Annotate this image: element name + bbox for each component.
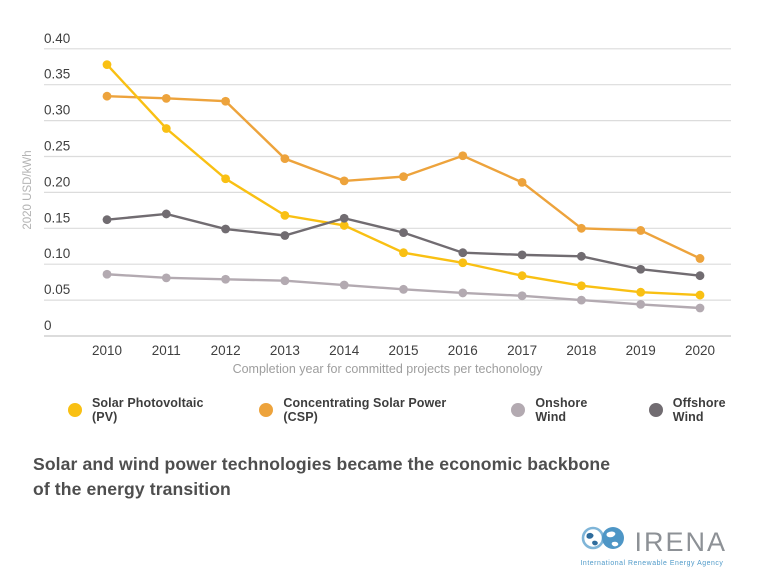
data-point [577,223,586,233]
y-tick-label: 0.15 [44,210,70,225]
cost-trend-line-chart: 0.40 0.35 0.30 0.25 0.20 0.15 0.10 0.05 0 2010 201… [22,31,731,376]
legend-dot-icon [511,403,526,417]
data-point [102,60,112,69]
data-point [102,269,112,279]
data-point [339,213,349,223]
data-point [339,280,349,290]
x-axis-title: Completion year for committed projects p… [233,362,544,376]
x-tick-label: 2019 [626,343,656,358]
data-point [577,251,586,261]
data-point [161,124,171,133]
data-point [399,248,408,258]
data-point [695,303,705,313]
x-tick-label: 2014 [329,343,360,358]
legend-label: Offshore Wind [672,396,726,424]
data-point [695,254,705,263]
y-tick-label: 0.35 [44,67,70,82]
headline: Solar and wind power technologies became… [33,452,713,502]
x-tick-label: 2015 [388,343,418,358]
data-point [280,276,290,286]
data-point [399,172,408,182]
legend-dot-icon [68,403,82,417]
data-point [221,274,231,284]
y-tick-label: 0.25 [44,139,70,154]
legend-item: Solar Photovoltaic (PV) [68,396,232,424]
data-point [339,176,349,186]
y-tick-label: 0.40 [44,31,70,46]
irena-globes-icon [580,524,628,559]
legend-item: Offshore Wind [648,396,760,424]
data-point [280,154,290,164]
data-point [280,231,290,240]
legend-label: Concentrating Solar Power (CSP) [283,396,447,424]
x-tick-label: 2016 [448,343,478,358]
y-tick-label: 0.05 [44,282,70,297]
data-point [458,288,468,298]
chart-legend: Solar Photovoltaic (PV) Concentrating Sol… [68,396,760,424]
data-point [695,290,705,300]
data-point [636,287,646,297]
data-point [517,291,527,301]
data-point [636,264,646,274]
data-point [399,284,408,294]
data-point [577,281,586,291]
x-tick-label: 2011 [152,343,181,358]
data-point [517,271,527,281]
data-point [339,221,349,230]
series-line [105,212,702,277]
data-point [102,91,112,101]
y-tick-label: 0.30 [44,103,70,118]
data-point [161,93,171,103]
legend-dot-icon [259,403,274,417]
y-tick-label: 0 [44,318,52,333]
x-tick-label: 2018 [566,343,596,358]
data-point [517,177,527,187]
headline-line-2: of the energy transition [33,479,231,499]
irena-logo: IRENA International Renewable Energy Age… [580,524,727,568]
data-point [221,174,231,184]
data-point [221,224,231,234]
irena-logo-text: IRENA [634,526,727,557]
x-tick-label: 2020 [685,343,715,358]
data-point [636,300,646,309]
x-tick-label: 2017 [507,343,537,358]
legend-label: Onshore Wind [535,396,588,424]
y-tick-label: 0.10 [44,246,70,261]
data-point [399,228,408,238]
legend-item: Onshore Wind [511,396,621,424]
legend-dot-icon [648,403,663,417]
x-tick-label: 2010 [92,343,122,358]
x-tick-label: 2012 [211,343,241,358]
y-axis-title: 2020 USD/kWh [22,150,34,229]
data-point [458,258,468,268]
irena-logo-tagline: International Renewable Energy Agency [580,560,724,567]
data-point [695,271,705,281]
headline-line-1: Solar and wind power technologies became… [33,454,611,474]
y-tick-label: 0.20 [44,174,70,189]
data-point [221,96,231,106]
data-point [280,210,290,220]
data-point [458,248,468,258]
data-point [161,273,171,283]
data-point [458,151,468,161]
data-point [636,226,646,235]
data-point [102,215,112,225]
legend-label: Solar Photovoltaic (PV) [92,396,204,424]
chart-area: 0.40 0.35 0.30 0.25 0.20 0.15 0.10 0.05 0 2010 201… [22,31,731,376]
data-point [161,209,171,219]
data-point [577,295,586,305]
data-point [517,250,527,260]
legend-item: Concentrating Solar Power (CSP) [259,396,484,424]
x-tick-label: 2013 [270,343,300,358]
